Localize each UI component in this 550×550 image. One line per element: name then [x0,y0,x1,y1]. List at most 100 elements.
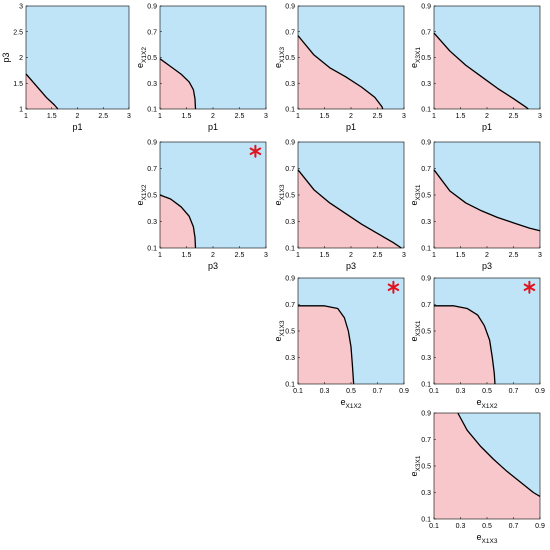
y-tick-label: 1.5 [13,81,23,88]
x-tick-label: 2.5 [509,252,519,259]
y-tick-label: 0.9 [421,411,431,418]
region-lower [434,33,529,109]
y-tick-label: 0.3 [285,81,295,88]
x-tick-label: 0.7 [373,388,383,395]
x-tick-label: 0.1 [293,388,303,395]
y-tick-label: 0.9 [285,4,295,11]
x-axis-label: eX1X3 [477,532,498,545]
x-tick-label: 1 [24,113,28,120]
y-tick-label: 2.5 [13,29,23,36]
y-axis-label: eX3X1 [409,455,422,476]
panel-p1_eX1X3: 1 1.5 2 2.5 3 0.1 0.3 0.5 0.7 0.9 p1 eX1X3 [273,4,406,133]
y-tick-label: 0.3 [421,355,431,362]
boundary-curve [297,35,384,110]
x-tick-label: 1.5 [456,113,466,120]
y-axis-label: eX1X3 [273,184,286,205]
y-tick-label: 0.7 [421,166,431,173]
panel-eX1X3_eX3X1: 0.1 0.3 0.5 0.7 0.9 0.1 0.3 0.5 0.7 0.9 eX1X3 eX3X1 [409,411,545,546]
x-tick-label: 1 [296,252,300,259]
panel-p3_eX1X2: 1 1.5 2 2.5 3 0.1 0.3 0.5 0.7 0.9 p3 eX1X2 [135,140,268,272]
x-tick-label: 2 [211,252,215,259]
y-tick-label: 0.3 [421,490,431,497]
panel-eX1X2_eX1X3: 0.1 0.3 0.5 0.7 0.9 0.1 0.3 0.5 0.7 0.9 eX1X2 eX1X3 [273,276,409,411]
y-tick-label: 0.9 [285,140,295,147]
region-lower [160,195,196,248]
y-tick-label: 0.5 [421,329,431,336]
region-upper [26,6,129,109]
x-tick-label: 2 [349,252,353,259]
x-tick-label: 2.5 [235,252,245,259]
boundary-curve [159,194,197,249]
y-axis-label: eX3X1 [409,320,422,341]
x-tick-label: 0.7 [509,523,519,530]
x-tick-label: 3 [264,113,268,120]
y-tick-label: 0.7 [421,302,431,309]
x-tick-label: 0.1 [429,523,439,530]
star-marker [523,280,536,294]
x-axis-label: p1 [482,122,492,132]
x-tick-label: 1 [432,252,436,259]
x-tick-label: 0.9 [399,388,409,395]
x-tick-label: 1 [158,252,162,259]
y-tick-label: 0.1 [147,246,157,253]
y-tick-label: 0.9 [147,4,157,11]
y-tick-label: 0.1 [421,246,431,253]
x-tick-label: 0.9 [535,388,545,395]
y-tick-label: 0.7 [285,302,295,309]
region-lower [298,169,402,248]
boundary-curve [297,169,402,249]
y-tick-label: 0.1 [421,107,431,114]
panel-eX1X2_eX3X1: 0.1 0.3 0.5 0.7 0.9 0.1 0.3 0.5 0.7 0.9 eX1X2 eX3X1 [409,276,545,411]
panel-p3_eX3X1: 1 1.5 2 2.5 3 0.1 0.3 0.5 0.7 0.9 p3 eX3X1 [409,140,542,272]
boundary-curve [159,58,197,110]
y-tick-label: 0.1 [147,107,157,114]
x-axis-label: p1 [72,122,82,132]
x-axis-label: p3 [482,261,492,271]
x-axis-label: p3 [208,261,218,271]
y-tick-label: 0.9 [421,4,431,11]
y-tick-label: 0.9 [285,276,295,283]
region-lower [26,73,58,109]
y-tick-label: 0.3 [147,81,157,88]
x-tick-label: 0.3 [320,388,330,395]
y-tick-label: 0.5 [147,193,157,200]
y-tick-label: 0.7 [421,29,431,36]
x-axis-label: p1 [346,122,356,132]
y-tick-label: 0.7 [285,166,295,173]
region-lower [434,413,540,519]
panel-p1_p3: 1 1.5 2 2.5 3 1 1.5 2 2.5 3 p1 p3 [1,4,131,133]
y-tick-label: 0.5 [147,55,157,62]
y-tick-label: 0.9 [421,140,431,147]
x-tick-label: 1.5 [47,113,57,120]
x-tick-label: 2 [76,113,80,120]
x-axis-label: eX1X2 [341,397,362,410]
x-tick-label: 2 [485,252,489,259]
y-tick-label: 0.9 [421,276,431,283]
x-tick-label: 2 [211,113,215,120]
x-tick-label: 3 [402,113,406,120]
x-tick-label: 2.5 [373,252,383,259]
x-tick-label: 3 [538,252,542,259]
x-tick-label: 2.5 [98,113,108,120]
x-tick-label: 0.1 [429,388,439,395]
region-lower [160,58,196,109]
y-tick-label: 0.5 [421,464,431,471]
x-tick-label: 1 [158,113,162,120]
y-tick-label: 0.7 [285,29,295,36]
region-lower [434,169,540,248]
y-tick-label: 0.1 [285,107,295,114]
x-tick-label: 0.3 [456,388,466,395]
x-tick-label: 2.5 [509,113,519,120]
x-tick-label: 3 [127,113,131,120]
y-tick-label: 0.7 [147,29,157,36]
x-tick-label: 0.7 [509,388,519,395]
y-axis-label: p3 [1,52,11,62]
y-tick-label: 0.9 [147,140,157,147]
star-marker [249,144,262,158]
x-tick-label: 1.5 [456,252,466,259]
x-tick-label: 0.9 [535,523,545,530]
y-tick-label: 0.1 [285,382,295,389]
x-tick-label: 0.5 [346,388,356,395]
y-tick-label: 0.5 [285,55,295,62]
